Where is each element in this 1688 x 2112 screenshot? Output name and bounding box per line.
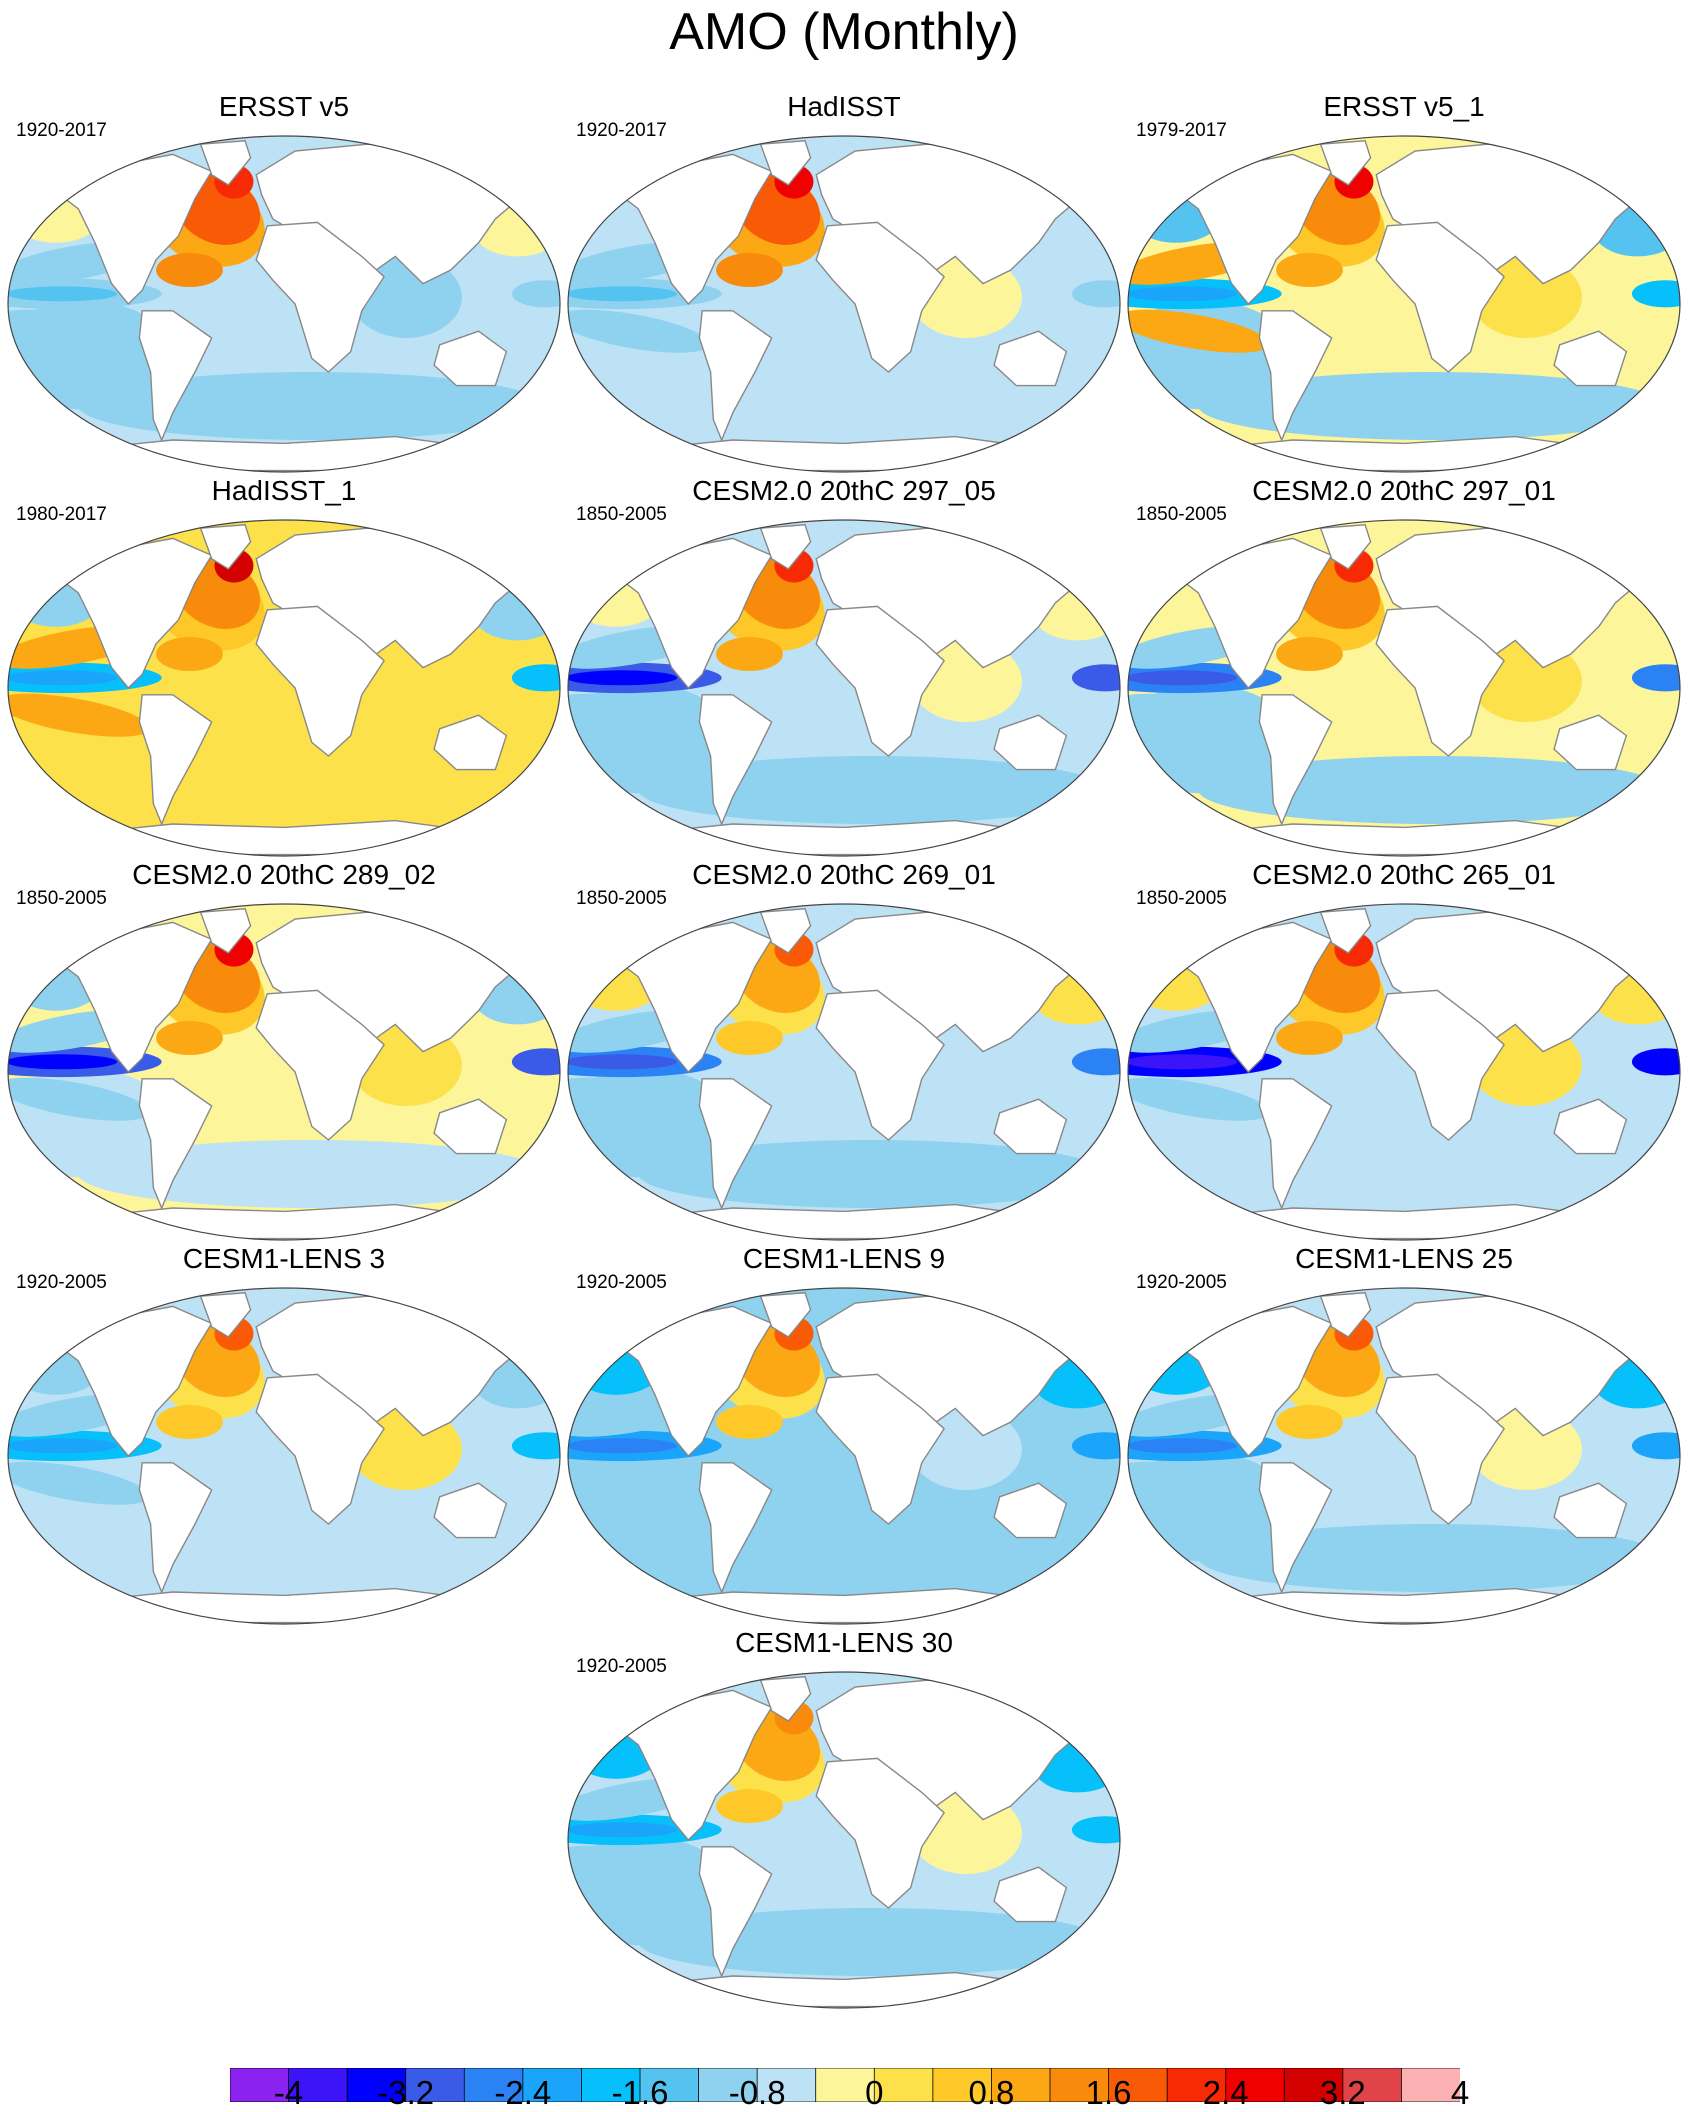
map-panel: HadISST 1920-2017: [566, 91, 1122, 474]
panel-title: CESM1-LENS 3: [182, 1243, 386, 1274]
colorbar-swatch: [1108, 2068, 1169, 2102]
colorbar-swatch: [288, 2068, 349, 2102]
panel-period: 1920-2005: [1136, 1272, 1227, 1293]
colorbar-tick-label: 4: [1450, 2074, 1470, 2111]
panel-title: HadISST: [787, 91, 901, 122]
map-panel: ERSST v5_1 1979-2017: [1126, 91, 1682, 474]
panel-period: 1979-2017: [1136, 120, 1227, 141]
world-map: [7, 903, 561, 1241]
world-map: [7, 519, 561, 857]
panel-title: CESM2.0 20thC 265_01: [1252, 859, 1556, 890]
colorbar-swatch: [1283, 2068, 1344, 2102]
world-map: [7, 1287, 561, 1625]
colorbar-swatch: [1225, 2068, 1286, 2102]
colorbar-swatch: [346, 2068, 407, 2102]
map-panel: CESM1-LENS 9 1920-2005: [566, 1243, 1122, 1626]
panel-title: ERSST v5_1: [1323, 91, 1485, 122]
world-map: [1127, 1287, 1681, 1625]
colorbar-tick-label: -0.8: [728, 2074, 786, 2111]
colorbar-tick-label: 0.8: [968, 2074, 1015, 2111]
figure-title: AMO (Monthly): [669, 3, 1019, 61]
colorbar-swatch: [581, 2068, 641, 2102]
colorbar-swatch: [815, 2068, 876, 2102]
world-map: [567, 1287, 1121, 1625]
panel-period: 1920-2005: [16, 1272, 107, 1293]
panel-period: 1850-2005: [1136, 888, 1227, 909]
map-panel: CESM2.0 20thC 289_02 1850-2005: [6, 859, 562, 1242]
panel-title: CESM1-LENS 30: [735, 1627, 953, 1658]
map-panel: CESM2.0 20thC 265_01 1850-2005: [1126, 859, 1682, 1242]
world-map: [1127, 519, 1681, 857]
panel-title: CESM2.0 20thC 269_01: [692, 859, 996, 890]
colorbar-swatch: [463, 2068, 524, 2102]
colorbar-swatch: [991, 2068, 1051, 2102]
colorbar: [230, 2068, 1460, 2102]
panel-title: HadISST_1: [211, 475, 357, 506]
panel-title: CESM1-LENS 9: [742, 1243, 946, 1274]
world-map: [7, 135, 561, 473]
panel-period: 1920-2017: [16, 120, 107, 141]
colorbar-swatch: [639, 2068, 700, 2102]
world-map: [567, 135, 1121, 473]
colorbar-labels: -4 -3.2 -2.4 -1.6 -0.8 0 0.8 1.6 2.4 3.2 4: [0, 2074, 1688, 2112]
colorbar-swatch: [1401, 2068, 1460, 2102]
colorbar-tick-label: 2.4: [1202, 2074, 1249, 2111]
panel-title: CESM1-LENS 25: [1295, 1243, 1513, 1274]
colorbar-tick-label: 3.2: [1319, 2074, 1366, 2111]
world-map: [567, 519, 1121, 857]
world-map: [1127, 903, 1681, 1241]
map-panel: CESM2.0 20thC 297_05 1850-2005: [566, 475, 1122, 858]
colorbar-tick-label: 1.6: [1085, 2074, 1132, 2111]
panel-period: 1980-2017: [16, 504, 107, 525]
panel-period: 1850-2005: [16, 888, 107, 909]
panel-title: ERSST v5: [218, 91, 350, 122]
panel-title: CESM2.0 20thC 297_05: [692, 475, 996, 506]
map-panel: HadISST_1 1980-2017: [6, 475, 562, 858]
colorbar-tick-label: -1.6: [611, 2074, 669, 2111]
colorbar-tick-label: 0: [865, 2074, 884, 2111]
panel-period: 1920-2005: [576, 1272, 667, 1293]
panel-period: 1850-2005: [1136, 504, 1227, 525]
colorbar-tick-label: -3.2: [377, 2074, 435, 2111]
panel-period: 1920-2005: [576, 1656, 667, 1677]
colorbar-swatch: [698, 2068, 759, 2102]
colorbar-swatch: [230, 2068, 290, 2102]
map-panel: CESM1-LENS 30 1920-2005: [566, 1627, 1122, 2010]
panel-period: 1850-2005: [576, 504, 667, 525]
colorbar-tick-label: -2.4: [494, 2074, 552, 2111]
world-map: [567, 903, 1121, 1241]
map-panel: CESM1-LENS 25 1920-2005: [1126, 1243, 1682, 1626]
panel-title: CESM2.0 20thC 297_01: [1252, 475, 1556, 506]
panel-period: 1850-2005: [576, 888, 667, 909]
map-panel: ERSST v5 1920-2017: [6, 91, 562, 474]
map-panel: CESM1-LENS 3 1920-2005: [6, 1243, 562, 1626]
map-panel: CESM2.0 20thC 269_01 1850-2005: [566, 859, 1122, 1242]
colorbar-tick-label: -4: [273, 2074, 304, 2111]
panel-period: 1920-2017: [576, 120, 667, 141]
world-map: [567, 1671, 1121, 2009]
map-panel: CESM2.0 20thC 297_01 1850-2005: [1126, 475, 1682, 858]
world-map: [1127, 135, 1681, 473]
panel-title: CESM2.0 20thC 289_02: [132, 859, 436, 890]
